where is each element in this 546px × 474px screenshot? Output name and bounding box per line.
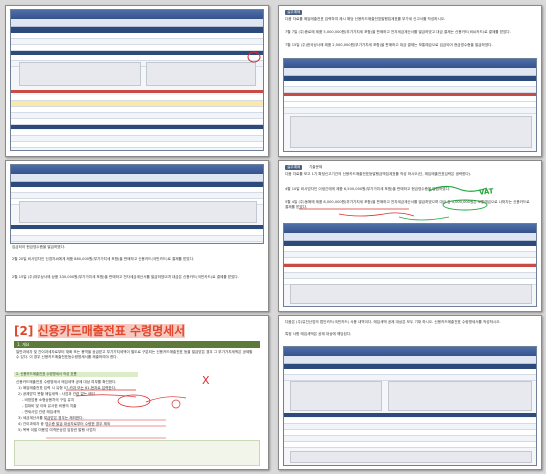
section-number: [2] [14,324,34,338]
exercise-intro: 다음 자료를 보고 1기 확정신고기간의 신용카드매출전표등발행금액집계표를 작… [285,172,472,176]
rule-line-6: - 면세사업 관련 매입세액 [22,410,60,414]
software-window [283,223,537,307]
exercise-item-1: 7월 7일 (주)종로에 제품 5,000,000원(부가가치세 포함)을 판매… [285,30,511,34]
software-window [283,346,537,466]
rule-line-2: 1) 매입매출전표 입력 시 유형 57.카과 또는 61.현과로 입력한다. [18,386,117,390]
page-thumbnail-2: 실무예제 다음 자료를 매입매출전표 입력하여 제시 해당 신용카드매출전표발행… [278,5,542,157]
rule-line-7: 3) 세금계산서를 발급받은 경우는 제외한다. [18,416,84,420]
software-window [283,58,537,152]
page-thumbnail-4: 실무예제 기출문제 다음 자료를 보고 1기 확정신고기간의 신용카드매출전표등… [278,160,542,312]
divider [11,90,263,93]
window-titlebar [11,10,263,19]
page-thumbnail-5: [2] 신용카드매출전표 수령명세서 1. 개요 일반과세자 및 간이과세자로부… [5,315,269,470]
section-title-text: 신용카드매출전표 수령명세서 [37,324,186,338]
software-window [10,9,264,151]
window-toolbar [11,19,263,27]
exercise-item-2: 7월 15일 (주)한국상사에 제품 2,500,000원(부가가치세 포함)을… [285,43,493,47]
section-title: [2] 신용카드매출전표 수령명세서 [14,322,186,339]
rule-line-3: 2) 공제받지 못할 매입세액 : 사업과 관련 없는 매입 [18,392,95,396]
rule-line-8: 4) 간이과세자 중 영수증 발급 대상자로부터 수령한 경우 제외 [18,422,111,426]
exercise-item-1: 4월 10일 비사업자인 이생긴에게 제품 6,500,000원(부가가치세 포… [285,187,451,191]
rule-line-5: - 접대비 및 이와 유사한 비용의 지출 [22,404,77,408]
form-box [146,62,256,86]
header-bar [11,27,263,33]
handwritten-markup [46,389,187,439]
example-tag: 실무예제 [285,165,303,170]
exercise-intro: 다음 자료를 매입매출전표 입력하여 제시 해당 신용카드매출전표발행집계표를 … [285,17,446,21]
overview-heading: 1. 개요 [14,341,260,348]
example-tag: 실무예제 [285,10,303,15]
note-line: 입금되어 현금영수증을 발급하였다. [12,245,66,249]
rule-line-4: - 비영업용 소형승용차의 구입 유지 [22,398,75,402]
data-grid [11,95,263,125]
exercise-item-2: 5월 4일 (주)동해에 제품 8,000,000원(부가가치세 포함)을 판매… [285,200,530,209]
handwritten-x-mark: X [202,374,210,387]
exercise-item: 특정 사항 매입세액은 공제 대상에 해당된다. [285,332,352,336]
page-thumbnail-1 [5,5,269,157]
red-circle-mark [247,51,261,63]
software-window [10,164,264,244]
summary-box [14,440,260,466]
rule-line-9: 5) 목욕 이발 미용업 여객운송업 입장권 발행 사업자 [18,428,96,432]
form-box [19,62,141,86]
flow-heading: 2. 신용카드매출전표 수령명세서 작성 흐름 [14,372,138,377]
exercise-intro: 다음은 (주)유진산업의 법인카드(국민카드) 사용 내역이다. 매입세액 공제… [285,320,501,324]
overview-text: 일반과세자 및 간이과세자로부터 재화 또는 용역을 공급받고 부가가치세액이 … [16,350,253,359]
exercise-item-1: 2월 20일 비사업자인 신경자씨에게 제품 880,000원(부가가치세 포함… [12,257,195,261]
handwritten-markup [299,185,488,221]
exam-tag: 기출문제 [309,165,323,169]
data-grid [284,418,536,448]
summary-box [290,116,532,148]
exercise-item-2: 2월 15일 (주)대우상사에 상품 330,000원(부가가치세 포함)을 판… [12,275,239,279]
page-thumbnail-3: 입금되어 현금영수증을 발급하였다. 2월 20일 비사업자인 신경자씨에게 제… [5,160,269,312]
rule-line-1: 신용카드매출전표 수령명세서 매입세액 공제 대상 여부를 확인한다. [16,380,117,384]
page-thumbnail-6: 다음은 (주)유진산업의 법인카드(국민카드) 사용 내역이다. 매입세액 공제… [278,315,542,470]
